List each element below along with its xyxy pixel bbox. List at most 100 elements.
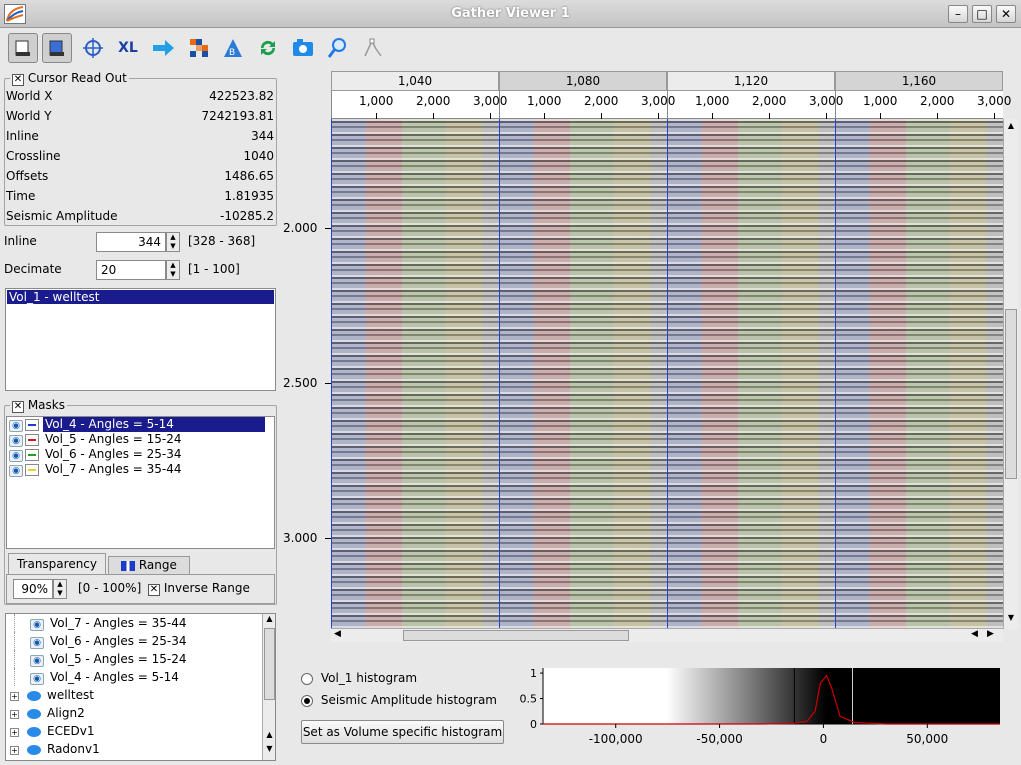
eye-icon[interactable]: ◉: [30, 637, 44, 649]
readout-row: Offsets 1486.65: [6, 166, 274, 186]
readout-row: Crossline 1040: [6, 146, 274, 166]
mask-item[interactable]: ◉ Vol_4 - Angles = 5-14: [7, 417, 274, 432]
xl-export-icon[interactable]: XL: [118, 40, 138, 56]
tree-item-label: Align2: [47, 706, 85, 720]
polyline-icon[interactable]: [358, 33, 388, 63]
time-axis-label: 2.500: [283, 376, 318, 390]
tree-item[interactable]: + Align2: [6, 704, 262, 722]
offset-tick-mark: [601, 113, 602, 119]
eye-icon[interactable]: ◉: [9, 450, 23, 462]
vertical-scroll-thumb[interactable]: [1005, 309, 1017, 479]
volume-list-item[interactable]: Vol_1 - welltest: [7, 290, 274, 304]
view-mode-icon[interactable]: [8, 33, 38, 63]
tree-item[interactable]: + welltest: [6, 686, 262, 704]
tree-item[interactable]: + ECEDv1: [6, 722, 262, 740]
arrow-right-icon[interactable]: [148, 33, 178, 63]
maximize-button[interactable]: □: [972, 5, 992, 23]
eye-icon[interactable]: ◉: [30, 655, 44, 667]
color-swatch-icon: [25, 418, 39, 431]
tree-item[interactable]: ◉ Vol_7 - Angles = 35-44: [6, 614, 262, 632]
eye-icon[interactable]: ◉: [9, 465, 23, 477]
tab-transparency[interactable]: Transparency: [8, 553, 106, 575]
expand-icon[interactable]: +: [10, 692, 19, 701]
refresh-icon[interactable]: [253, 33, 283, 63]
inverse-range-toggle[interactable]: ✕ Inverse Range: [148, 581, 250, 596]
tree-scroll-thumb[interactable]: [264, 628, 275, 700]
scroll-up-icon[interactable]: ▲: [1007, 121, 1015, 130]
eye-icon[interactable]: ◉: [30, 673, 44, 685]
inline-input[interactable]: 344: [96, 232, 166, 252]
tree-item[interactable]: ◉ Vol_5 - Angles = 15-24: [6, 650, 262, 668]
eye-icon[interactable]: ◉: [30, 619, 44, 631]
mask-item[interactable]: ◉ Vol_6 - Angles = 25-34: [7, 447, 274, 462]
amplitude-histogram-radio[interactable]: [301, 694, 313, 707]
masks-list[interactable]: ◉ Vol_4 - Angles = 5-14 ◉ Vol_5 - Angles = …: [6, 416, 275, 549]
volume-list[interactable]: Vol_1 - welltest: [5, 288, 276, 391]
eye-icon[interactable]: ◉: [9, 420, 23, 432]
tab-range[interactable]: Range: [108, 556, 190, 575]
gather-display[interactable]: [331, 119, 1003, 629]
decimate-input[interactable]: 20: [96, 260, 166, 280]
horizontal-scroll-thumb[interactable]: [403, 630, 629, 641]
expand-icon[interactable]: +: [10, 728, 19, 737]
offset-tick-label: 1,000: [527, 94, 562, 108]
tree-item[interactable]: + Radonv1: [6, 740, 262, 758]
readout-label: Seismic Amplitude: [6, 209, 118, 223]
mask-item[interactable]: ◉ Vol_5 - Angles = 15-24: [7, 432, 274, 447]
readout-label: World Y: [6, 109, 52, 123]
seismic-gather[interactable]: [331, 119, 499, 629]
scroll-up-icon[interactable]: ▲: [266, 730, 273, 739]
masks-checkbox[interactable]: ✕: [12, 401, 24, 413]
view-mode-alt-icon[interactable]: [42, 33, 72, 63]
tree-item[interactable]: ◉ Vol_6 - Angles = 25-34: [6, 632, 262, 650]
decimate-stepper[interactable]: ▲ ▼: [166, 260, 180, 280]
gather-separator: [835, 91, 836, 119]
minimize-button[interactable]: –: [948, 5, 968, 23]
amplitude-histogram-chart[interactable]: 1 0.5 0 -100,000 -50,000 0 50,000: [510, 666, 1010, 765]
set-volume-histogram-button[interactable]: Set as Volume specific histogram: [301, 720, 504, 744]
cursor-readout-header: ✕ Cursor Read Out: [10, 71, 129, 86]
cursor-readout-checkbox[interactable]: ✕: [12, 74, 24, 86]
eye-icon[interactable]: ◉: [9, 435, 23, 447]
magnifier-icon[interactable]: [323, 33, 353, 63]
layer-tree[interactable]: ◉ Vol_7 - Angles = 35-44 ◉ Vol_6 - Angles =…: [5, 613, 276, 761]
camera-icon[interactable]: [288, 33, 318, 63]
histogram-y-tick-label: 1: [530, 667, 537, 680]
vol1-histogram-option[interactable]: Vol_1 histogram: [301, 671, 417, 685]
tree-item[interactable]: ◉ Vol_4 - Angles = 5-14: [6, 668, 262, 686]
readout-row: World X 422523.82: [6, 86, 274, 106]
expand-icon[interactable]: +: [10, 746, 19, 755]
vertical-scrollbar[interactable]: ▲ ▼: [1003, 119, 1018, 629]
vol1-histogram-label: Vol_1 histogram: [320, 671, 418, 685]
bookmark-icon[interactable]: B: [218, 33, 248, 63]
scroll-right-icon[interactable]: ▶: [987, 629, 994, 639]
readout-value: 1040: [243, 149, 274, 163]
transparency-input[interactable]: 90%: [13, 579, 53, 599]
scroll-left-icon[interactable]: ◀: [971, 629, 978, 639]
seismic-gather[interactable]: [667, 119, 835, 629]
seismic-gather[interactable]: [835, 119, 1003, 629]
horizontal-scrollbar[interactable]: ◀ ◀ ▶: [331, 628, 1003, 642]
scroll-down-icon[interactable]: ▼: [266, 744, 273, 753]
time-axis-tick: [325, 538, 331, 539]
transparency-range: [0 - 100%]: [78, 581, 142, 595]
inverse-range-checkbox[interactable]: ✕: [148, 584, 160, 596]
color-grid-icon[interactable]: [184, 33, 214, 63]
crosshair-icon[interactable]: [78, 33, 108, 63]
mask-item[interactable]: ◉ Vol_7 - Angles = 35-44: [7, 462, 274, 477]
scroll-up-icon[interactable]: ▲: [266, 614, 273, 623]
seismic-gather[interactable]: [499, 119, 667, 629]
close-button[interactable]: ✕: [996, 5, 1016, 23]
inline-stepper[interactable]: ▲ ▼: [166, 232, 180, 252]
tree-scrollbar[interactable]: ▲ ▲ ▼: [262, 614, 275, 760]
vol1-histogram-radio[interactable]: [301, 672, 313, 685]
expand-icon[interactable]: +: [10, 710, 19, 719]
amplitude-histogram-label: Seismic Amplitude histogram: [320, 693, 497, 707]
scroll-down-icon[interactable]: ▼: [1007, 613, 1015, 622]
histogram-y-tick-label: 0: [530, 718, 537, 731]
amplitude-histogram-option[interactable]: Seismic Amplitude histogram: [301, 693, 497, 707]
scroll-left-icon[interactable]: ◀: [334, 629, 341, 639]
transparency-stepper[interactable]: ▲ ▼: [53, 579, 67, 599]
readout-row: Seismic Amplitude -10285.2: [6, 206, 274, 226]
tree-item-label: Radonv1: [47, 742, 100, 756]
